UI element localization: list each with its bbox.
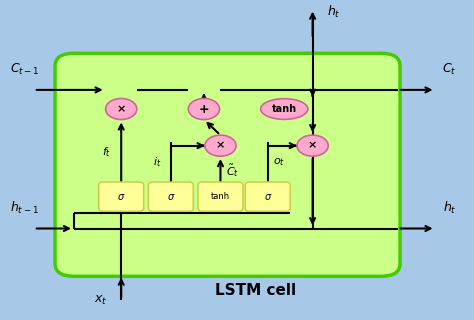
FancyBboxPatch shape <box>198 182 243 211</box>
Text: tanh: tanh <box>272 104 297 114</box>
Text: $C_{t-1}$: $C_{t-1}$ <box>9 62 39 77</box>
Text: $\sigma$: $\sigma$ <box>167 192 175 202</box>
Text: $\sigma$: $\sigma$ <box>117 192 126 202</box>
Text: $i_t$: $i_t$ <box>153 155 161 169</box>
Text: $\sigma$: $\sigma$ <box>264 192 272 202</box>
Text: $h_{t-1}$: $h_{t-1}$ <box>10 200 39 216</box>
FancyBboxPatch shape <box>245 182 290 211</box>
Circle shape <box>297 135 328 156</box>
Text: ×: × <box>308 141 317 151</box>
FancyBboxPatch shape <box>99 182 144 211</box>
Text: $C_t$: $C_t$ <box>442 62 457 77</box>
Ellipse shape <box>261 99 308 119</box>
Text: $o_t$: $o_t$ <box>273 156 285 168</box>
Text: tanh: tanh <box>211 192 230 201</box>
FancyBboxPatch shape <box>148 182 193 211</box>
Text: $h_t$: $h_t$ <box>327 4 340 20</box>
Text: ×: × <box>117 104 126 114</box>
Circle shape <box>188 99 219 120</box>
Text: $f_t$: $f_t$ <box>101 146 111 159</box>
Text: $h_t$: $h_t$ <box>443 200 456 216</box>
Circle shape <box>205 135 236 156</box>
Text: $x_t$: $x_t$ <box>93 294 107 307</box>
Text: LSTM cell: LSTM cell <box>215 283 296 298</box>
Text: ×: × <box>216 141 225 151</box>
Circle shape <box>106 99 137 120</box>
Text: +: + <box>199 102 209 116</box>
FancyBboxPatch shape <box>55 53 400 276</box>
Text: $\tilde{C}_t$: $\tilde{C}_t$ <box>226 162 239 179</box>
